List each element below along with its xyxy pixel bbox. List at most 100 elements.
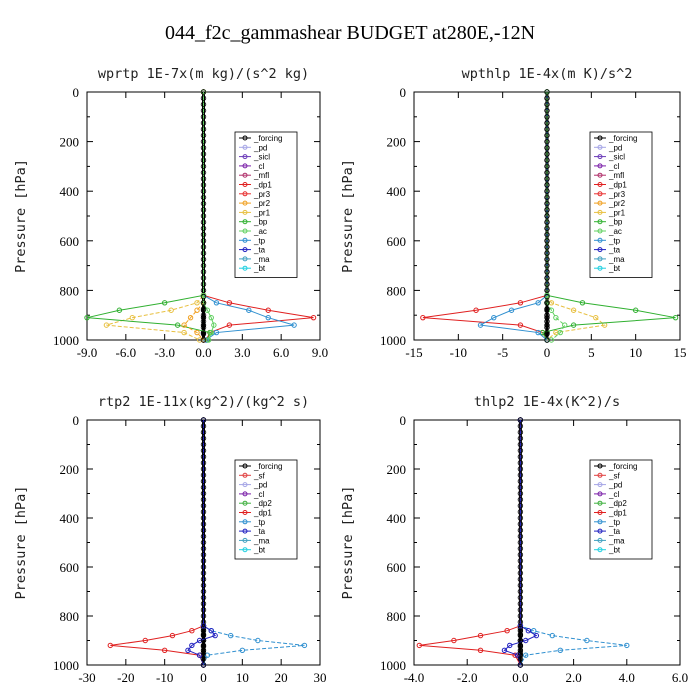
y-tick-label: 200 bbox=[387, 462, 407, 477]
legend-marker bbox=[242, 500, 248, 506]
forcing-marker bbox=[200, 472, 207, 478]
data-point bbox=[301, 642, 308, 649]
forcing-marker bbox=[200, 324, 207, 331]
data-point bbox=[200, 314, 207, 321]
data-point bbox=[200, 652, 207, 658]
forcing-marker bbox=[544, 194, 550, 201]
forcing-marker bbox=[200, 281, 207, 287]
legend-label: _ta bbox=[608, 527, 621, 536]
legend-label: _cl bbox=[253, 490, 264, 499]
data-point bbox=[212, 632, 218, 639]
legend-label: _pr3 bbox=[253, 190, 271, 199]
data-point bbox=[451, 637, 457, 644]
forcing-marker bbox=[200, 570, 207, 576]
y-tick-label: 600 bbox=[60, 234, 80, 249]
forcing-marker bbox=[200, 613, 207, 619]
data-point bbox=[523, 637, 529, 644]
forcing-marker bbox=[517, 417, 524, 423]
data-point bbox=[570, 307, 577, 313]
forcing-marker bbox=[517, 588, 524, 595]
data-point bbox=[517, 647, 524, 653]
data-point bbox=[194, 307, 200, 313]
data-point bbox=[265, 307, 271, 313]
forcing-marker bbox=[544, 138, 550, 145]
y-tick-label: 400 bbox=[60, 511, 80, 526]
data-point bbox=[204, 652, 211, 658]
forcing-marker bbox=[200, 176, 207, 182]
data-point bbox=[189, 642, 195, 649]
data-point bbox=[196, 652, 203, 658]
legend-marker bbox=[242, 228, 248, 234]
data-point bbox=[161, 647, 168, 653]
data-point bbox=[255, 637, 261, 644]
forcing-marker bbox=[544, 157, 550, 163]
data-point bbox=[211, 322, 217, 328]
legend-marker bbox=[242, 472, 248, 478]
legend-marker bbox=[597, 519, 603, 525]
forcing-marker bbox=[544, 120, 550, 126]
forcing-marker bbox=[200, 515, 207, 521]
forcing-marker bbox=[200, 250, 207, 256]
panel-2: wpthlp 1E-4x(m K)/s^2 Pressure [hPa] 0 200 4… bbox=[340, 66, 687, 360]
forcing-marker bbox=[200, 631, 207, 638]
series-line bbox=[546, 92, 566, 341]
data-point bbox=[632, 307, 639, 313]
legend-label: _forcing bbox=[608, 462, 637, 471]
x-tick-label: 2.0 bbox=[565, 670, 581, 685]
data-point bbox=[544, 314, 550, 321]
legend-label: _mfl bbox=[253, 171, 269, 180]
data-point bbox=[205, 337, 212, 343]
forcing-marker bbox=[544, 107, 550, 114]
legend-marker bbox=[597, 209, 603, 215]
data-point bbox=[553, 314, 559, 321]
forcing-marker bbox=[517, 503, 524, 509]
data-point bbox=[584, 637, 590, 644]
y-axis-label: Pressure [hPa] bbox=[340, 486, 356, 600]
panel-title: rtp2 1E-11x(kg^2)/(kg^2 s) bbox=[98, 394, 309, 410]
forcing-marker bbox=[544, 256, 550, 263]
legend-label: _pr1 bbox=[608, 208, 626, 217]
data-point bbox=[557, 647, 563, 653]
data-point bbox=[557, 329, 563, 336]
forcing-marker bbox=[517, 637, 524, 644]
forcing-marker bbox=[544, 101, 550, 108]
forcing-marker bbox=[517, 496, 524, 503]
data-point bbox=[181, 322, 187, 328]
data-point bbox=[535, 300, 541, 306]
legend-label: _pd bbox=[608, 143, 622, 152]
data-point bbox=[310, 314, 317, 321]
forcing-marker bbox=[544, 182, 550, 188]
forcing-marker bbox=[200, 300, 207, 306]
forcing-marker bbox=[517, 601, 524, 607]
forcing-marker bbox=[517, 564, 524, 570]
legend-label: _sicl bbox=[253, 153, 270, 162]
legend-marker bbox=[597, 135, 603, 141]
forcing-marker bbox=[200, 533, 207, 540]
forcing-marker bbox=[517, 643, 524, 650]
legend-marker bbox=[597, 144, 603, 150]
forcing-marker bbox=[517, 423, 524, 429]
forcing-marker bbox=[200, 225, 207, 232]
series-line bbox=[106, 92, 204, 341]
legend-marker bbox=[242, 528, 248, 534]
forcing-marker bbox=[517, 435, 524, 442]
forcing-marker bbox=[517, 545, 524, 552]
legend-label: _ac bbox=[608, 227, 622, 236]
legend-label: _sicl bbox=[608, 153, 625, 162]
data-point bbox=[84, 314, 90, 321]
forcing-marker bbox=[200, 509, 207, 515]
forcing-marker bbox=[200, 643, 207, 650]
x-tick-label: 4.0 bbox=[619, 670, 635, 685]
legend-label: _forcing bbox=[253, 462, 282, 471]
data-point bbox=[562, 322, 568, 328]
legend-marker bbox=[242, 154, 248, 160]
forcing-marker bbox=[544, 331, 550, 337]
legend-marker bbox=[242, 482, 248, 488]
data-point bbox=[203, 337, 209, 343]
data-point bbox=[507, 642, 513, 649]
legend-marker bbox=[597, 500, 603, 506]
legend-marker bbox=[597, 537, 603, 543]
legend-label: _ma bbox=[608, 536, 625, 545]
legend-label: _dp2 bbox=[608, 499, 627, 508]
forcing-marker bbox=[517, 607, 524, 613]
